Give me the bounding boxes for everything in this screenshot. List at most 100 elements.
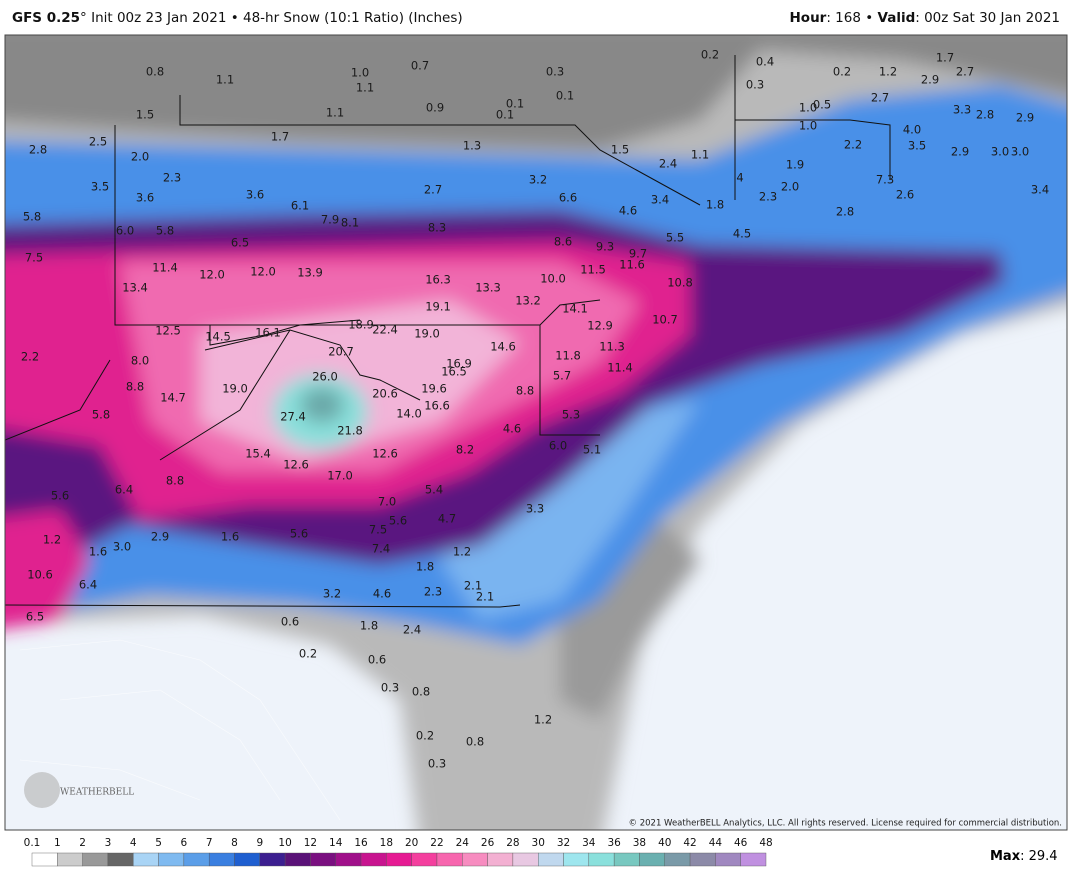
colorbar-swatch (487, 852, 514, 867)
snow-label: 2.9 (1016, 111, 1034, 125)
colorbar-swatch (335, 852, 362, 867)
snow-label: 22.4 (372, 323, 398, 337)
snow-label: 0.2 (299, 647, 317, 661)
snow-label: 14.1 (562, 302, 588, 316)
snow-label: 19.6 (421, 382, 447, 396)
snow-label: 1.2 (453, 545, 471, 559)
snow-label: 9.7 (629, 247, 647, 261)
colorbar-tick-label: 22 (430, 837, 443, 849)
snow-label: 2.7 (424, 183, 442, 197)
snow-label: 2.7 (956, 65, 974, 79)
snow-label: 3.5 (91, 180, 109, 194)
snow-label: 10.6 (27, 568, 53, 582)
colorbar-swatch (512, 852, 539, 867)
copyright: © 2021 WeatherBELL Analytics, LLC. All r… (629, 819, 1062, 829)
snow-label: 1.6 (221, 530, 239, 544)
snow-label: 14.6 (490, 340, 516, 354)
snow-label: 1.2 (534, 713, 552, 727)
colorbar-tick-label: 34 (582, 837, 596, 849)
snow-label: 3.0 (991, 145, 1009, 159)
snow-label: 1.8 (416, 560, 434, 574)
colorbar-tick-label: 9 (256, 837, 263, 849)
snow-label: 2.6 (896, 188, 914, 202)
snow-label: 6.0 (116, 224, 134, 238)
snow-label: 5.6 (290, 527, 308, 541)
colorbar-swatch (689, 852, 716, 867)
snow-label: 5.5 (666, 231, 684, 245)
snow-label: 3.3 (953, 103, 971, 117)
colorbar-swatch (360, 852, 387, 867)
snow-label: 19.0 (222, 382, 248, 396)
snow-label: 1.3 (463, 139, 481, 153)
snow-label: 17.0 (327, 469, 353, 483)
colorbar-tick-label: 4 (130, 837, 137, 849)
snow-label: 2.1 (464, 579, 482, 593)
snow-label: 1.8 (706, 198, 724, 212)
snow-label: 0.2 (833, 65, 851, 79)
colorbar-tick-label: 16 (354, 837, 368, 849)
snow-label: 6.5 (231, 236, 249, 250)
snow-label: 13.4 (122, 281, 148, 295)
colorbar-swatch (107, 852, 134, 867)
colorbar-tick-label: 42 (683, 837, 696, 849)
snow-label: 1.7 (936, 51, 954, 65)
colorbar-tick-label: 30 (532, 837, 545, 849)
snow-label: 0.3 (546, 65, 564, 79)
snow-label: 6.6 (559, 191, 577, 205)
colorbar-swatch (158, 852, 185, 867)
snow-label: 2.3 (424, 585, 442, 599)
snow-label: 8.6 (554, 235, 572, 249)
map-frame (4, 34, 1068, 831)
snow-label: 2.9 (951, 145, 969, 159)
colorbar-swatch (715, 852, 741, 867)
colorbar-swatch (740, 852, 767, 867)
colorbar-tick-label: 32 (557, 837, 570, 849)
colorbar-swatch (386, 852, 412, 867)
colorbar-tick-label: 8 (231, 837, 238, 849)
snow-label: 1.0 (351, 66, 369, 80)
colorbar-swatch (284, 852, 311, 867)
snow-label: 4.5 (733, 227, 751, 241)
snow-label: 3.3 (526, 502, 544, 516)
snow-label: 14.0 (396, 407, 422, 421)
snow-label: 8.8 (126, 380, 144, 394)
snow-label: 0.3 (428, 757, 446, 771)
state-borders (5, 55, 891, 608)
snow-label: 13.2 (515, 294, 541, 308)
snow-label: 1.0 (799, 101, 817, 115)
map: WEATHERBELL © 2021 WeatherBELL Analytics… (5, 35, 1067, 830)
snow-label: 12.0 (250, 265, 276, 279)
snow-label: 12.9 (587, 319, 613, 333)
max-key: Max (990, 849, 1021, 864)
snow-label: 12.6 (372, 447, 398, 461)
snow-label: 6.1 (291, 199, 309, 213)
snow-label: 2.4 (403, 623, 421, 637)
colorbar-tick-label: 46 (734, 837, 748, 849)
colorbar-swatch (57, 852, 83, 867)
max-value: : 29.4 (1020, 849, 1057, 864)
snow-label: 0.8 (466, 735, 484, 749)
colorbar-tick-label: 7 (206, 837, 213, 849)
snow-label: 0.4 (756, 55, 774, 69)
snow-label: 10.7 (652, 313, 678, 327)
snow-label: 20.7 (328, 345, 354, 359)
colorbar-swatch (462, 852, 488, 867)
county-lines (19, 639, 341, 821)
snow-label: 0.2 (416, 729, 434, 743)
colorbar-tick-label: 6 (181, 837, 188, 849)
colorbar-swatch (183, 852, 210, 867)
snow-label: 15.4 (245, 447, 271, 461)
snow-label: 1.1 (691, 148, 709, 162)
colorbar-swatch (259, 852, 286, 867)
colorbar-tick-label: 44 (709, 837, 723, 849)
colorbar-tick-label: 24 (456, 837, 470, 849)
snow-label: 3.0 (113, 540, 131, 554)
run-info: ° Init 00z 23 Jan 2021 • 48-hr Snow (10:… (80, 10, 463, 26)
snow-label: 1.0 (799, 119, 817, 133)
snow-label: 6.4 (79, 578, 97, 592)
colorbar-tick-label: 5 (155, 837, 162, 849)
snow-label: 0.2 (701, 48, 719, 62)
colorbar-tick-label: 10 (278, 837, 291, 849)
logo: WEATHERBELL (24, 772, 134, 808)
